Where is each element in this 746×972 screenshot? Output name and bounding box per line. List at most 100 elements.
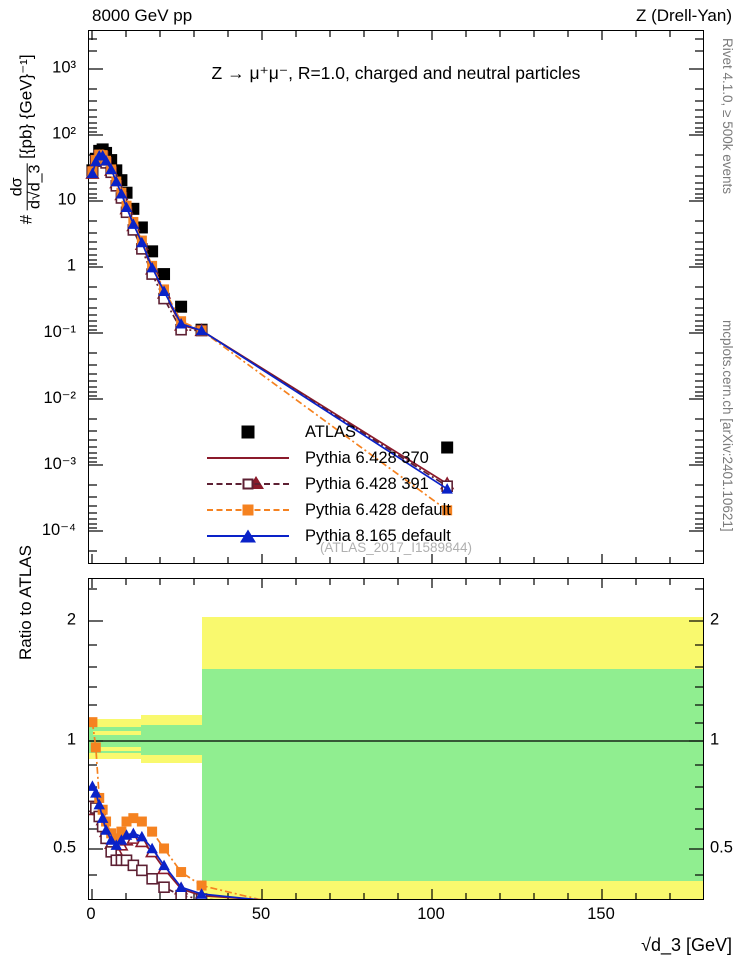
filled-triangle-marker xyxy=(93,798,105,810)
plot-title: Z → μ⁺μ⁻, R=1.0, charged and neutral par… xyxy=(211,63,581,83)
filled-triangle-marker xyxy=(100,155,112,166)
ratio-ytick-right-2: 2 xyxy=(710,610,720,629)
filled-triangle-marker xyxy=(100,824,112,835)
legend-item-atlas[interactable]: ATLAS xyxy=(205,419,451,445)
main-data-series xyxy=(85,143,455,516)
filled-triangle-marker xyxy=(441,483,453,494)
legend-key-atlas xyxy=(205,421,291,443)
filled-square-marker xyxy=(442,505,453,516)
filled-triangle-marker xyxy=(175,881,187,892)
filled-triangle-marker xyxy=(195,324,208,336)
xtick-0: 0 xyxy=(86,905,96,923)
ratio-top-ticks xyxy=(91,579,671,588)
legend-label-pythia6428-default: Pythia 6.428 default xyxy=(305,500,451,519)
filled-square-marker xyxy=(116,826,127,837)
ratio-right-ticks xyxy=(689,588,703,876)
filled-triangle-icon xyxy=(240,529,256,543)
legend-item-pythia6428-370[interactable]: Pythia 6.428 370 xyxy=(205,445,451,489)
filled-square-marker xyxy=(121,816,132,827)
xtick-150: 150 xyxy=(587,905,615,923)
filled-triangle-marker xyxy=(127,218,140,229)
legend: ATLAS Pythia 6.428 370 Pythia 6.428 391 … xyxy=(205,419,451,549)
uncertainty-bands xyxy=(89,617,703,899)
mcplots-source-label: mcplots.cern.ch [arXiv:2401.10621] xyxy=(720,320,735,532)
header-process-label: Z (Drell-Yan) xyxy=(635,6,732,25)
main-ytick-0-0001: 10⁻⁴ xyxy=(41,521,76,539)
main-ytick-0-01: 10⁻² xyxy=(43,389,76,407)
filled-square-marker xyxy=(159,843,170,854)
legend-key-pythia8165-default xyxy=(205,525,291,547)
filled-triangle-marker xyxy=(146,842,158,854)
main-ytick-10: 10 xyxy=(57,190,76,209)
ratio-data-series xyxy=(89,717,264,899)
filled-triangle-marker xyxy=(90,155,102,167)
filled-triangle-marker xyxy=(110,175,123,187)
open-square-marker xyxy=(136,864,148,877)
rivet-version-label: Rivet 4.1.0, ≥ 500k events xyxy=(720,38,735,194)
filled-square-marker xyxy=(147,826,158,837)
filled-triangle-marker xyxy=(115,187,128,199)
legend-key-pythia6428-370 xyxy=(205,447,291,489)
legend-item-pythia6428-default[interactable]: Pythia 6.428 default xyxy=(205,497,451,523)
main-ytick-0-1: 10⁻¹ xyxy=(43,323,76,341)
filled-triangle-marker xyxy=(127,827,140,839)
analysis-id-watermark: (ATLAS_2017_I1589844) xyxy=(319,540,473,555)
filled-square-marker xyxy=(94,792,105,803)
xtick-100: 100 xyxy=(417,905,445,923)
x-axis-label: √d_3 [GeV] xyxy=(641,935,732,955)
ratio-plot-panel xyxy=(88,578,704,900)
filled-triangle-marker xyxy=(96,812,109,823)
filled-triangle-marker xyxy=(105,834,117,845)
ratio-plot-canvas xyxy=(89,579,703,899)
legend-key-pythia6428-391 xyxy=(205,473,291,495)
filled-triangle-marker xyxy=(146,261,158,273)
legend-label-pythia8165-default: Pythia 8.165 default xyxy=(305,526,451,545)
filled-square-marker xyxy=(136,816,147,827)
filled-square-marker xyxy=(128,813,139,824)
filled-square-marker xyxy=(111,833,122,844)
filled-triangle-marker xyxy=(120,201,133,212)
filled-square-marker xyxy=(196,880,207,891)
ylabel-hash: # xyxy=(16,214,36,225)
legend-item-pythia8165-default[interactable]: Pythia 8.165 default xyxy=(205,523,451,549)
ratio-bottom-ticks xyxy=(91,889,671,899)
filled-triangle-marker xyxy=(90,787,102,798)
filled-square-marker xyxy=(441,441,454,454)
filled-triangle-marker xyxy=(105,163,117,175)
filled-square-icon xyxy=(242,504,254,516)
filled-square-marker xyxy=(146,245,159,258)
filled-triangle-marker xyxy=(175,318,187,329)
main-ytick-100: 10² xyxy=(52,124,76,143)
legend-label-atlas: ATLAS xyxy=(305,422,357,441)
main-ytick-1000: 10³ xyxy=(52,58,76,77)
main-right-ticks xyxy=(689,38,703,552)
open-square-marker xyxy=(146,872,158,885)
ratio-ytick-1: 1 xyxy=(66,730,76,749)
ratio-line-pythia-6-428-default xyxy=(91,722,262,899)
filled-square-marker xyxy=(176,867,187,878)
ratio-ytick-2: 2 xyxy=(66,610,76,629)
legend-label-pythia6428-370: Pythia 6.428 370 xyxy=(305,448,429,467)
header-collision-energy: 8000 GeV pp xyxy=(92,6,193,25)
main-ytick-1: 1 xyxy=(66,256,76,275)
main-plot-panel: Z → μ⁺μ⁻, R=1.0, charged and neutral par… xyxy=(85,30,704,564)
open-square-marker xyxy=(158,881,170,894)
open-square-marker xyxy=(175,889,187,899)
filled-square-marker xyxy=(158,268,171,281)
filled-square-marker xyxy=(97,804,108,815)
main-plot-canvas xyxy=(85,31,703,563)
filled-triangle-marker xyxy=(136,830,148,842)
legend-item-pythia6428-391[interactable]: Pythia 6.428 391 xyxy=(205,471,451,497)
ratio-left-ticks xyxy=(89,588,103,876)
filled-triangle-marker xyxy=(158,859,170,871)
ratio-ytick-0-5: 0.5 xyxy=(53,838,76,857)
ratio-ytick-right-1: 1 xyxy=(710,730,720,749)
filled-triangle-marker xyxy=(158,285,170,296)
main-top-ticks xyxy=(91,31,671,40)
filled-square-icon xyxy=(241,425,255,439)
legend-key-pythia6428-default xyxy=(205,499,291,521)
main-bottom-ticks xyxy=(91,554,671,563)
filled-square-marker xyxy=(175,300,188,313)
filled-square-marker xyxy=(90,742,101,753)
open-square-icon xyxy=(242,478,254,490)
